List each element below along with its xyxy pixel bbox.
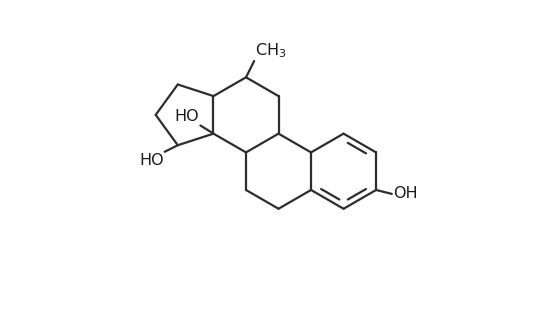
Text: CH$_3$: CH$_3$ [255,41,287,60]
Text: HO: HO [139,153,164,168]
Text: OH: OH [393,186,417,201]
Text: HO: HO [175,109,200,124]
